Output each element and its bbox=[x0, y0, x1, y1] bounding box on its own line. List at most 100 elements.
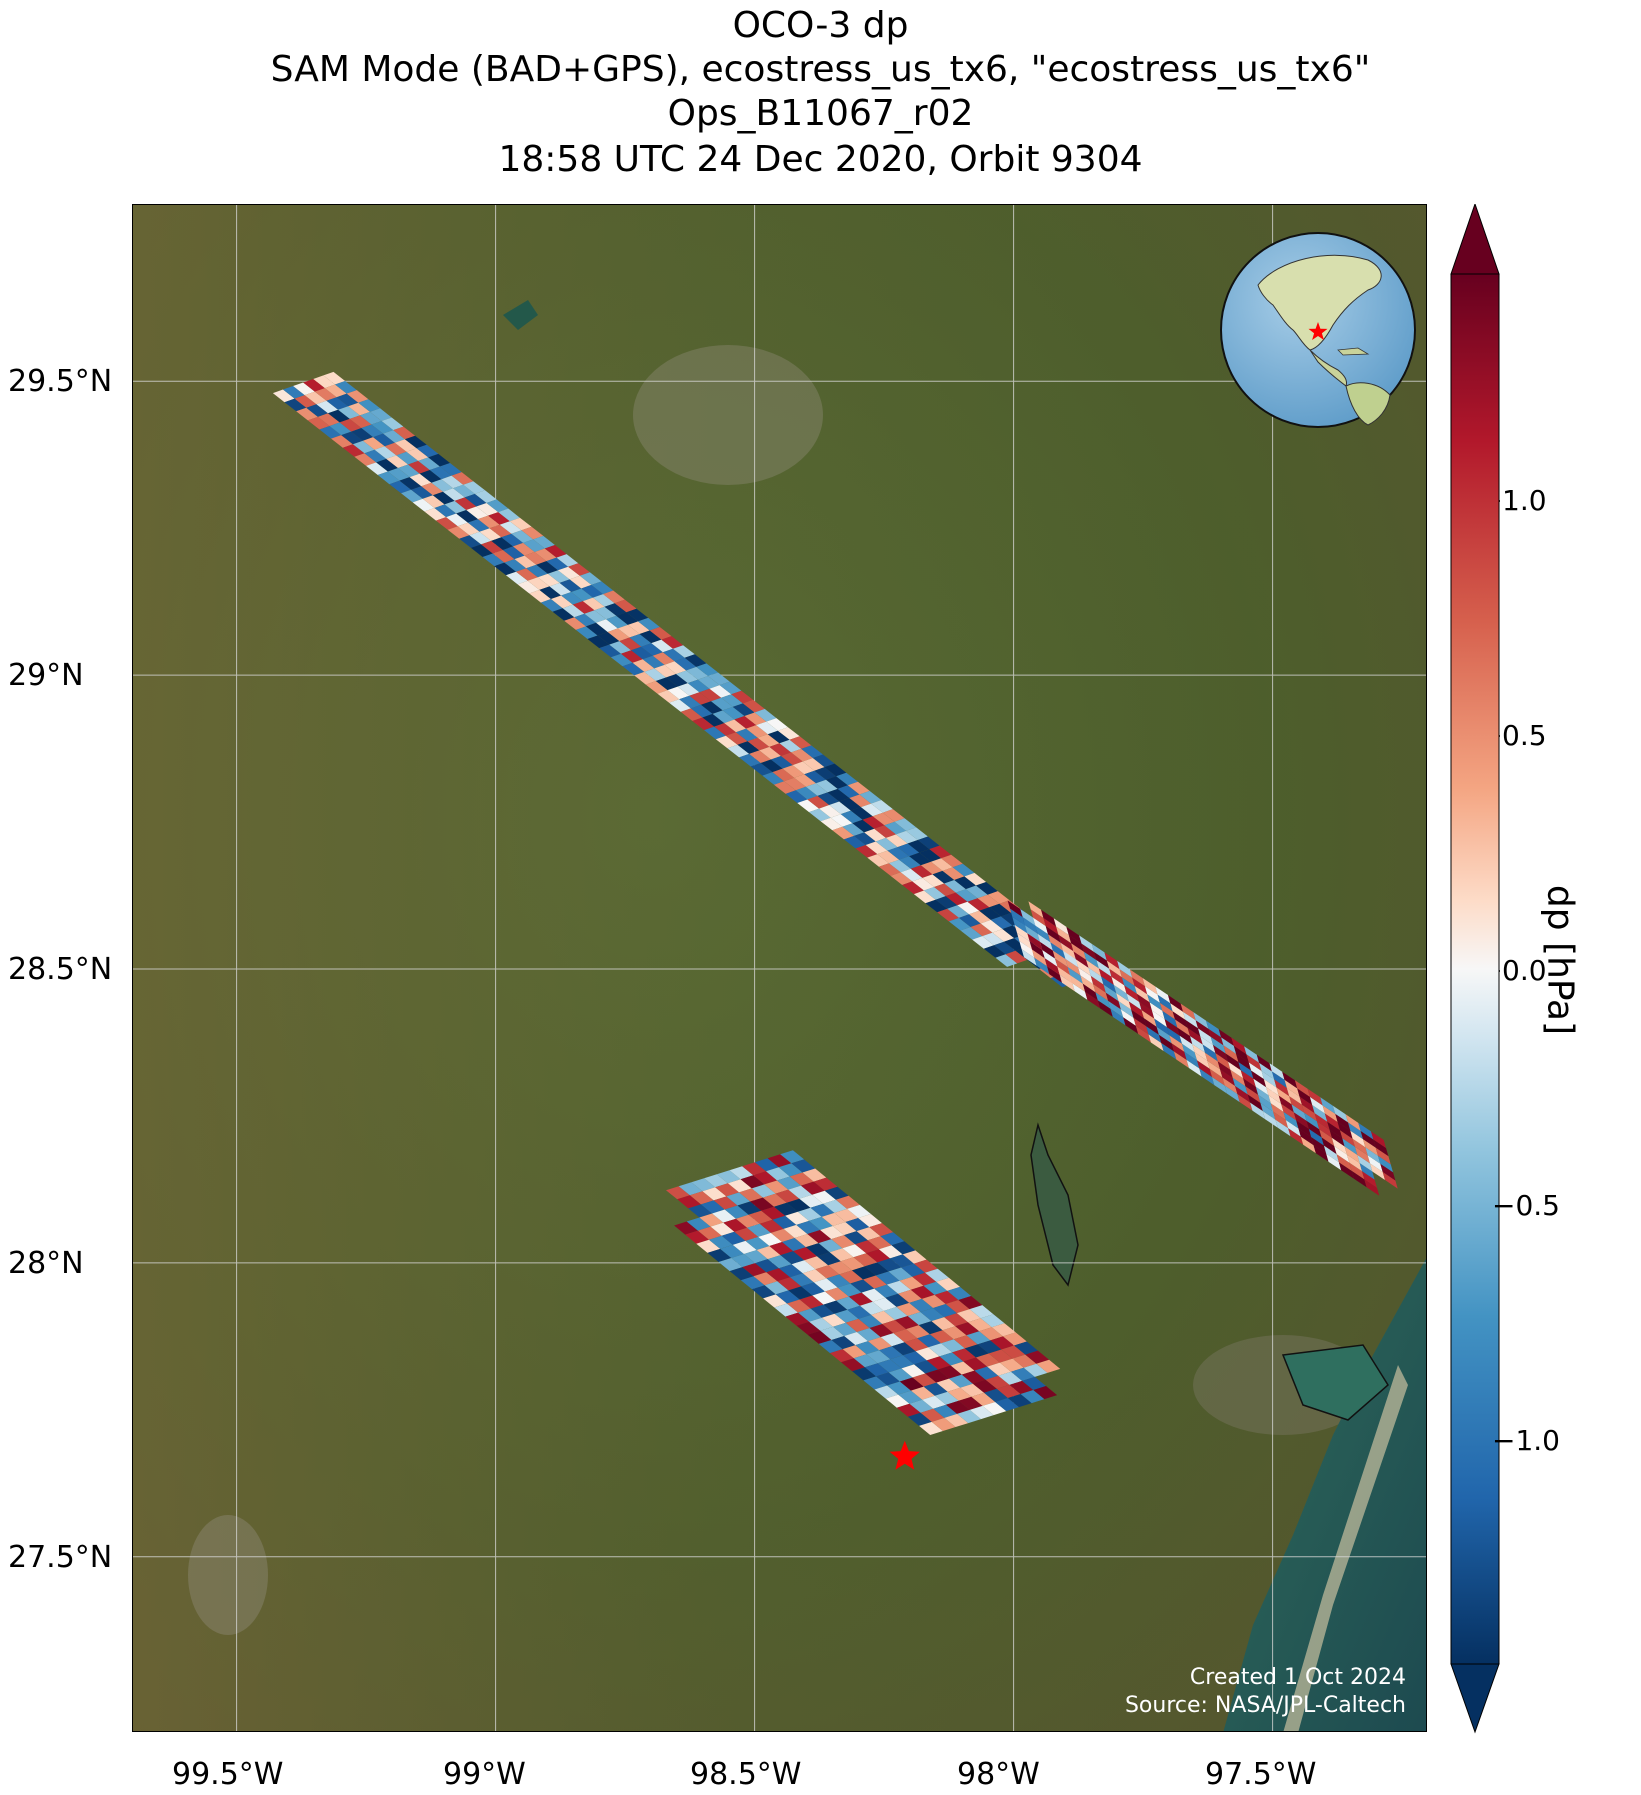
sounding-footprint bbox=[856, 1328, 881, 1342]
sounding-footprint bbox=[864, 1363, 889, 1377]
sounding-footprint bbox=[713, 1196, 738, 1210]
sounding-footprint bbox=[1101, 976, 1117, 993]
sounding-footprint bbox=[890, 1355, 915, 1369]
sounding-footprint bbox=[784, 777, 806, 791]
sounding-footprint bbox=[704, 1174, 728, 1188]
sounding-footprint bbox=[609, 641, 632, 654]
sounding-footprint bbox=[561, 592, 583, 605]
sounding-footprint bbox=[1210, 1036, 1226, 1054]
sounding-footprint bbox=[731, 1254, 756, 1268]
sounding-footprint bbox=[936, 1277, 960, 1291]
sounding-footprint bbox=[1035, 925, 1051, 943]
sounding-footprint bbox=[1190, 1036, 1205, 1053]
sounding-footprint bbox=[1170, 1003, 1186, 1020]
map-panel: Created 1 Oct 2024 Source: NASA/JPL-Calt… bbox=[132, 204, 1427, 1732]
sounding-footprint bbox=[972, 1379, 997, 1393]
map-canvas bbox=[133, 205, 1426, 1731]
sounding-footprint bbox=[721, 1231, 746, 1245]
sounding-footprint bbox=[801, 1282, 825, 1296]
sounding-footprint bbox=[655, 677, 678, 691]
sounding-footprint bbox=[874, 825, 896, 838]
sounding-footprint bbox=[756, 721, 778, 735]
sounding-footprint bbox=[736, 1214, 760, 1228]
sounding-footprint bbox=[697, 1226, 722, 1240]
sounding-footprint bbox=[788, 1185, 813, 1199]
sounding-footprint bbox=[824, 763, 847, 777]
sounding-footprint bbox=[941, 1339, 965, 1353]
sounding-footprint bbox=[1215, 1053, 1231, 1070]
sounding-footprint bbox=[687, 679, 710, 693]
sounding-footprint bbox=[795, 786, 818, 800]
sounding-footprint bbox=[848, 1292, 873, 1306]
sounding-footprint bbox=[805, 783, 828, 796]
sounding-footprint bbox=[860, 1301, 884, 1315]
sounding-footprint bbox=[799, 1295, 824, 1309]
south-america-landmass bbox=[1345, 382, 1391, 426]
sounding-footprint bbox=[1110, 1008, 1126, 1026]
sounding-footprint bbox=[1208, 1028, 1224, 1046]
sounding-footprint bbox=[964, 1344, 989, 1358]
sounding-footprint bbox=[814, 767, 837, 780]
sounding-footprint bbox=[307, 416, 330, 430]
sounding-footprint bbox=[1224, 1085, 1240, 1103]
sounding-footprint bbox=[363, 437, 385, 450]
sounding-footprint bbox=[536, 561, 558, 574]
sounding-footprint bbox=[689, 1191, 714, 1205]
sounding-footprint bbox=[923, 1382, 948, 1396]
sounding-footprint bbox=[852, 1367, 877, 1381]
sounding-footprint bbox=[1358, 1122, 1374, 1140]
sounding-footprint bbox=[486, 499, 509, 513]
sounding-footprint bbox=[778, 1264, 803, 1278]
sounding-footprint bbox=[901, 1364, 926, 1378]
sounding-footprint bbox=[817, 1252, 841, 1266]
sounding-footprint bbox=[720, 1244, 744, 1258]
sounding-footprint bbox=[1238, 1062, 1254, 1079]
sounding-footprint bbox=[789, 736, 812, 749]
sounding-footprint bbox=[878, 1245, 903, 1259]
sounding-footprint bbox=[1131, 1009, 1147, 1027]
sounding-footprint bbox=[1198, 1028, 1213, 1045]
sounding-footprint bbox=[1070, 975, 1086, 992]
sounding-footprint bbox=[1088, 967, 1104, 985]
sounding-footprint bbox=[820, 1226, 844, 1240]
sounding-footprint bbox=[801, 1181, 825, 1195]
sounding-footprint bbox=[686, 666, 708, 680]
sounding-footprint bbox=[1365, 1147, 1381, 1164]
sounding-footprint bbox=[835, 1195, 860, 1209]
sounding-footprint bbox=[804, 1256, 829, 1270]
sounding-footprint bbox=[527, 577, 550, 590]
sounding-footprint bbox=[574, 613, 597, 627]
sounding-footprint bbox=[436, 517, 458, 530]
sounding-footprint bbox=[1284, 1079, 1300, 1097]
sounding-footprint bbox=[711, 697, 733, 711]
sounding-footprint bbox=[1304, 1112, 1320, 1130]
sounding-footprint bbox=[750, 763, 773, 776]
sounding-footprint bbox=[549, 582, 572, 596]
sounding-footprint bbox=[1350, 1130, 1366, 1148]
sounding-footprint bbox=[742, 1263, 767, 1277]
sounding-footprint bbox=[813, 1177, 838, 1191]
sounding-footprint bbox=[869, 1324, 894, 1338]
sounding-footprint bbox=[1297, 1088, 1313, 1105]
sounding-footprint bbox=[1363, 1139, 1378, 1156]
sounding-footprint bbox=[331, 435, 353, 448]
sounding-footprint bbox=[1103, 984, 1119, 1002]
sounding-footprint bbox=[887, 1381, 911, 1395]
sounding-footprint bbox=[666, 1186, 690, 1200]
sounding-footprint bbox=[399, 477, 422, 490]
swath-south bbox=[666, 1150, 1061, 1435]
sounding-footprint bbox=[537, 573, 560, 587]
sounding-footprint bbox=[1175, 1019, 1190, 1036]
sounding-footprint bbox=[959, 914, 981, 927]
sounding-footprint bbox=[896, 1302, 921, 1316]
sounding-footprint bbox=[616, 612, 638, 625]
sounding-footprint bbox=[607, 628, 630, 642]
sounding-footprint bbox=[1161, 1042, 1177, 1060]
sounding-footprint bbox=[1206, 1020, 1222, 1038]
sounding-footprint bbox=[777, 727, 800, 740]
sounding-footprint bbox=[760, 759, 783, 773]
sounding-footprint bbox=[1040, 941, 1055, 959]
sounding-footprint bbox=[792, 761, 815, 775]
sounding-footprint bbox=[1010, 908, 1025, 926]
sounding-footprint bbox=[1321, 1137, 1337, 1155]
